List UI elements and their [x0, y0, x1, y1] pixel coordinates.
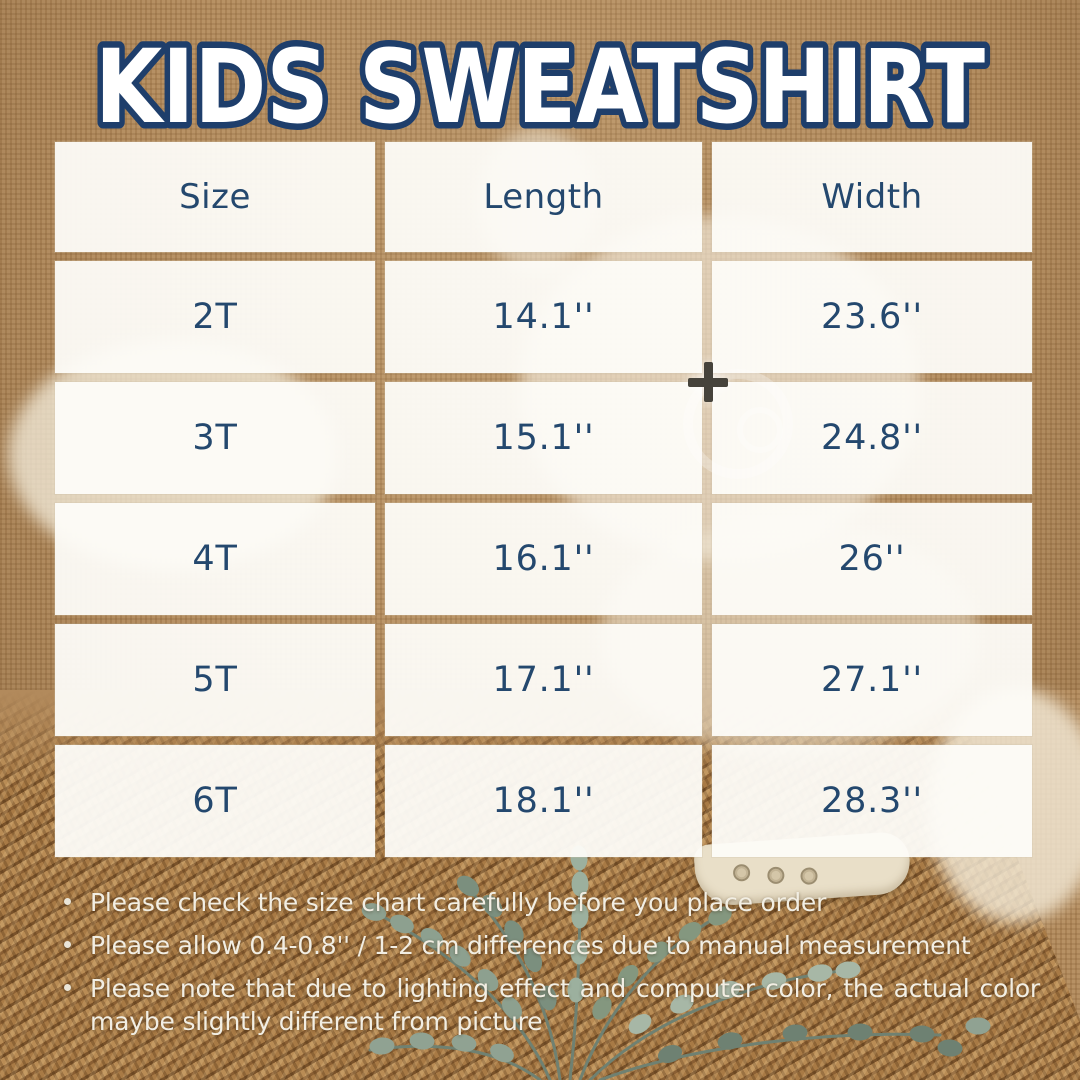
column-header-length: Length — [385, 142, 702, 252]
table-cell: 3T — [55, 382, 375, 494]
table-cell: 5T — [55, 624, 375, 736]
bullet-dot — [64, 984, 71, 991]
note-item: Please check the size chart carefully be… — [56, 886, 1040, 919]
column-header-width: Width — [712, 142, 1032, 252]
bullet-dot — [64, 941, 71, 948]
table-cell: 4T — [55, 503, 375, 615]
watermark-cross-icon — [688, 362, 728, 402]
eucalyptus-plant — [359, 844, 991, 1080]
table-cell: 2T — [55, 261, 375, 373]
notes-list: Please check the size chart carefully be… — [56, 886, 1040, 1048]
note-text: Please check the size chart carefully be… — [90, 888, 827, 917]
size-table: Size Length Width 2T 14.1'' 23.6'' 3T 15… — [55, 142, 1032, 857]
table-cell: 18.1'' — [385, 745, 702, 857]
column-header-size: Size — [55, 142, 375, 252]
table-cell: 15.1'' — [385, 382, 702, 494]
bullet-dot — [64, 898, 71, 905]
note-text: Please note that due to lighting effect … — [90, 974, 1040, 1036]
table-cell: 17.1'' — [385, 624, 702, 736]
table-cell: 14.1'' — [385, 261, 702, 373]
note-item: Please allow 0.4-0.8'' / 1-2 cm differen… — [56, 929, 1040, 962]
table-cell: 24.8'' — [712, 382, 1032, 494]
table-cell: 28.3'' — [712, 745, 1032, 857]
table-cell: 6T — [55, 745, 375, 857]
note-item: Please note that due to lighting effect … — [56, 972, 1040, 1038]
title-banner: KIDS SWEATSHIRT — [0, 14, 1080, 154]
note-text: Please allow 0.4-0.8'' / 1-2 cm differen… — [90, 931, 971, 960]
table-cell: 26'' — [712, 503, 1032, 615]
table-cell: 16.1'' — [385, 503, 702, 615]
page-title: KIDS SWEATSHIRT — [95, 28, 985, 147]
table-cell: 23.6'' — [712, 261, 1032, 373]
table-cell: 27.1'' — [712, 624, 1032, 736]
